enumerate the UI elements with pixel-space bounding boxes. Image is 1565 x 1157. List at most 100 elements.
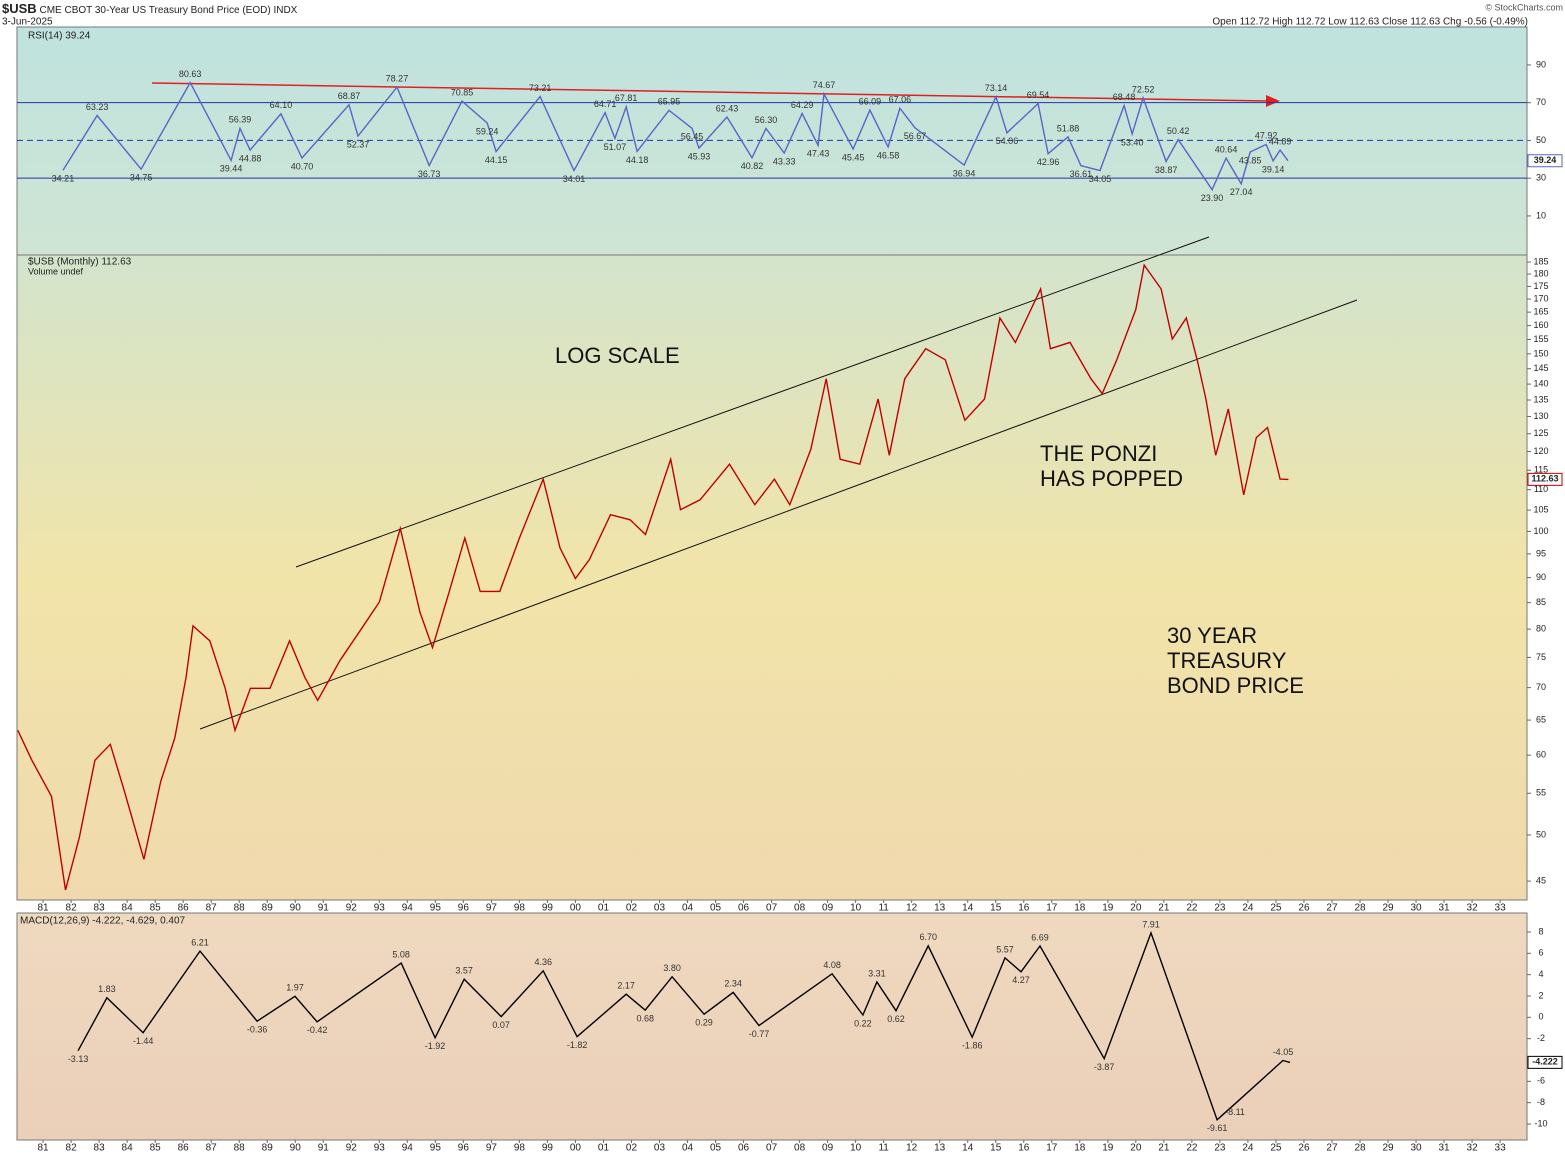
x-tick-label: 06 — [738, 903, 750, 914]
x-tick-label: 91 — [318, 1143, 330, 1154]
last-value-label: -4.222 — [1532, 1057, 1558, 1067]
value-label: 70.85 — [451, 87, 474, 97]
value-label: 2.34 — [724, 979, 742, 989]
value-label: 0.68 — [636, 1013, 654, 1023]
y-tick-label: 105 — [1533, 504, 1548, 514]
y-tick-label: 75 — [1536, 652, 1546, 662]
y-tick-label: 6 — [1538, 948, 1543, 958]
x-tick-label: 29 — [1382, 903, 1394, 914]
value-label: 52.37 — [347, 139, 370, 149]
x-tick-label: 84 — [122, 1143, 134, 1154]
upper-channel-line — [295, 236, 1210, 568]
value-label: 73.21 — [529, 83, 552, 93]
x-tick-label: 81 — [37, 1143, 49, 1154]
value-label: 47.43 — [807, 149, 830, 159]
x-tick-label: 20 — [1130, 1143, 1142, 1154]
value-label: 51.07 — [604, 142, 627, 152]
value-label: -0.77 — [749, 1029, 770, 1039]
macd-panel — [16, 912, 1528, 1141]
x-tick-label: 17 — [1046, 1143, 1058, 1154]
data-line — [77, 930, 1291, 1122]
x-tick-label: 93 — [374, 1143, 386, 1154]
value-label: 67.81 — [615, 93, 638, 103]
last-value-tag — [1527, 154, 1563, 168]
x-tick-label: 03 — [654, 903, 666, 914]
value-label: 64.71 — [594, 99, 617, 109]
x-tick-label: 85 — [150, 1143, 162, 1154]
value-label: 39.44 — [220, 164, 243, 174]
y-tick-label: -2 — [1537, 1033, 1545, 1043]
x-tick-label: 88 — [234, 903, 246, 914]
value-label: 68.48 — [1113, 92, 1136, 102]
x-tick-label: 22 — [1186, 903, 1198, 914]
value-label: 0.07 — [492, 1020, 510, 1030]
x-tick-label: 98 — [514, 903, 526, 914]
value-label: 6.70 — [919, 932, 937, 942]
x-tick-label: 97 — [486, 903, 498, 914]
value-label: 56.39 — [229, 115, 252, 125]
value-label: 64.29 — [791, 100, 814, 110]
value-label: 72.52 — [1132, 84, 1155, 94]
y-tick-label: 0 — [1538, 1012, 1543, 1022]
value-label: -9.61 — [1207, 1123, 1228, 1133]
value-label: 56.30 — [755, 115, 778, 125]
y-tick-label: 2 — [1538, 990, 1543, 1000]
x-tick-label: 20 — [1130, 903, 1142, 914]
rsi-panel — [16, 26, 1528, 256]
x-tick-label: 04 — [682, 903, 694, 914]
y-tick-label: 60 — [1536, 750, 1546, 760]
x-tick-label: 14 — [962, 903, 974, 914]
value-label: -0.36 — [247, 1025, 268, 1035]
x-tick-label: 25 — [1270, 1143, 1282, 1154]
x-tick-label: 27 — [1326, 1143, 1338, 1154]
value-label: 44.15 — [485, 155, 508, 165]
y-tick-label: 70 — [1536, 682, 1546, 692]
value-label: 23.90 — [1201, 193, 1224, 203]
y-tick-label: 8 — [1538, 926, 1543, 936]
x-tick-label: 12 — [906, 903, 918, 914]
x-tick-label: 97 — [486, 1143, 498, 1154]
x-tick-label: 82 — [66, 903, 78, 914]
x-tick-label: 01 — [598, 1143, 610, 1154]
x-tick-label: 87 — [206, 903, 218, 914]
last-value-label: 39.24 — [1534, 155, 1557, 165]
volume-legend: Volume undef — [28, 266, 84, 276]
value-label: 46.58 — [877, 150, 900, 160]
y-tick-label: 130 — [1533, 411, 1548, 421]
x-tick-label: 16 — [1018, 903, 1030, 914]
x-tick-label: 32 — [1467, 1143, 1479, 1154]
x-tick-label: 22 — [1186, 1143, 1198, 1154]
annotation: LOG SCALE — [555, 343, 680, 368]
data-line — [17, 263, 1289, 891]
value-label: 63.23 — [86, 102, 109, 112]
x-tick-label: 96 — [458, 1143, 470, 1154]
x-tick-label: 26 — [1298, 903, 1310, 914]
value-label: 0.22 — [854, 1018, 872, 1028]
value-label: 59.24 — [476, 126, 499, 136]
x-tick-label: 05 — [710, 1143, 722, 1154]
x-tick-label: 87 — [206, 1143, 218, 1154]
y-tick-label: 175 — [1533, 281, 1548, 291]
value-label: 42.96 — [1037, 157, 1060, 167]
exchange: INDX — [273, 5, 297, 16]
value-label: 45.93 — [688, 151, 711, 161]
value-label: 40.82 — [741, 161, 764, 171]
price-panel — [16, 254, 1528, 901]
value-label: 4.08 — [823, 960, 841, 970]
value-label: 27.04 — [1230, 187, 1253, 197]
x-tick-label: 18 — [1074, 1143, 1086, 1154]
y-tick-label: 110 — [1534, 484, 1548, 494]
x-tick-label: 92 — [346, 903, 358, 914]
symbol: $USB — [2, 1, 37, 16]
value-label: 51.88 — [1057, 123, 1080, 133]
x-tick-label: 98 — [514, 1143, 526, 1154]
value-label: 36.94 — [953, 168, 976, 178]
x-tick-label: 85 — [150, 903, 162, 914]
x-tick-label: 81 — [37, 903, 49, 914]
y-tick-label: -8 — [1537, 1097, 1545, 1107]
x-tick-label: 21 — [1158, 903, 1170, 914]
value-label: 0.62 — [887, 1014, 905, 1024]
x-tick-label: 03 — [654, 1143, 666, 1154]
x-tick-label: 05 — [710, 903, 722, 914]
value-label: 56.45 — [681, 132, 704, 142]
